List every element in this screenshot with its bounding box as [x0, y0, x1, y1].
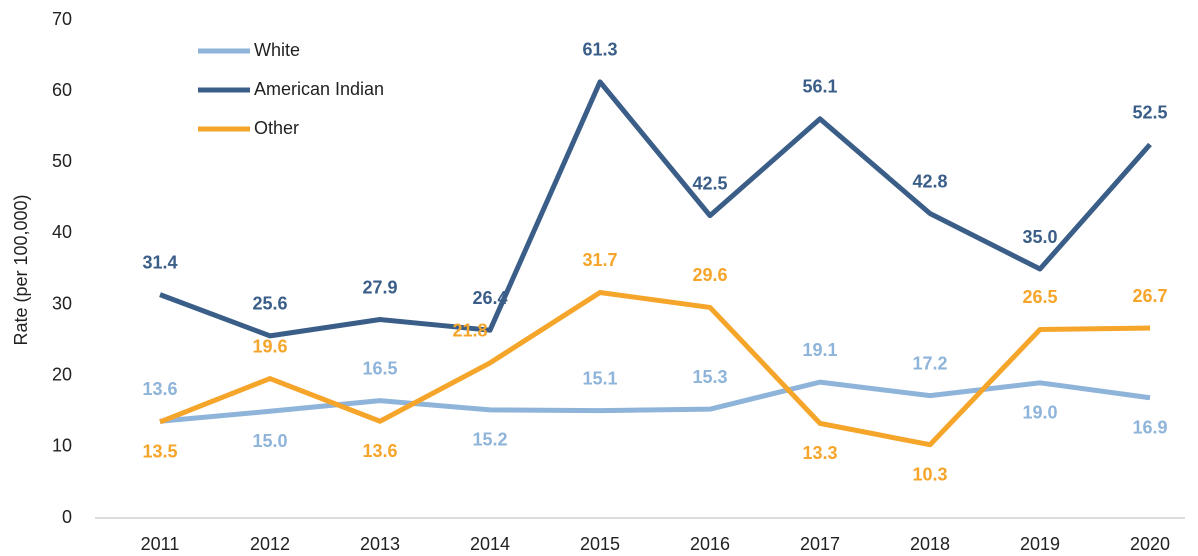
- x-tick-label: 2016: [690, 534, 730, 554]
- value-label: 13.5: [142, 442, 177, 462]
- x-tick-label: 2014: [470, 534, 510, 554]
- value-label: 31.7: [582, 250, 617, 270]
- series-line: [159, 379, 1151, 424]
- y-axis-label: Rate (per 100,000): [11, 194, 31, 345]
- value-label: 15.2: [472, 430, 507, 450]
- series-line: [159, 289, 1151, 448]
- value-label: 27.9: [362, 277, 397, 297]
- value-label: 42.8: [912, 171, 947, 191]
- x-tick-label: 2012: [250, 534, 290, 554]
- y-tick-label: 30: [52, 293, 72, 313]
- x-tick-label: 2013: [360, 534, 400, 554]
- value-label: 13.6: [142, 379, 177, 399]
- x-tick-label: 2018: [910, 534, 950, 554]
- value-label: 31.4: [142, 252, 177, 272]
- x-tick-label: 2020: [1130, 534, 1170, 554]
- value-label: 21.8: [452, 321, 487, 341]
- value-label: 61.3: [582, 40, 617, 60]
- value-label: 16.9: [1132, 418, 1167, 438]
- value-label: 10.3: [912, 464, 947, 484]
- value-label: 13.3: [802, 443, 837, 463]
- value-label: 19.0: [1022, 403, 1057, 423]
- value-label: 29.6: [692, 265, 727, 285]
- legend-label: American Indian: [254, 79, 384, 99]
- value-label: 15.0: [252, 431, 287, 451]
- value-label: 15.1: [582, 368, 617, 388]
- value-label: 42.5: [692, 173, 727, 193]
- x-tick-label: 2017: [800, 534, 840, 554]
- legend-label: White: [254, 40, 300, 60]
- value-label: 25.6: [252, 294, 287, 314]
- y-tick-label: 60: [52, 80, 72, 100]
- value-label: 26.7: [1132, 286, 1167, 306]
- y-tick-label: 20: [52, 364, 72, 384]
- value-label: 26.4: [472, 288, 507, 308]
- x-tick-label: 2011: [141, 534, 180, 554]
- value-label: 19.6: [252, 336, 287, 356]
- y-tick-label: 50: [52, 151, 72, 171]
- y-tick-label: 70: [52, 9, 72, 29]
- value-label: 15.3: [692, 367, 727, 387]
- value-label: 26.5: [1022, 287, 1057, 307]
- value-label: 17.2: [912, 353, 947, 373]
- series-line: [159, 79, 1152, 339]
- value-label: 56.1: [802, 77, 837, 97]
- value-label: 13.6: [362, 441, 397, 461]
- value-label: 52.5: [1132, 102, 1167, 122]
- value-label: 35.0: [1022, 227, 1057, 247]
- y-tick-label: 10: [52, 436, 72, 456]
- legend-label: Other: [254, 118, 299, 138]
- x-tick-label: 2019: [1020, 534, 1060, 554]
- value-label: 16.5: [362, 358, 397, 378]
- value-label: 19.1: [802, 340, 837, 360]
- y-tick-label: 0: [62, 507, 72, 527]
- x-tick-label: 2015: [580, 534, 620, 554]
- y-tick-label: 40: [52, 222, 72, 242]
